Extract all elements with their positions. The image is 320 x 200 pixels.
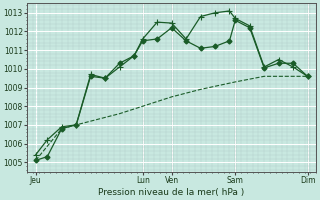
X-axis label: Pression niveau de la mer( hPa ): Pression niveau de la mer( hPa ) [99,188,245,197]
